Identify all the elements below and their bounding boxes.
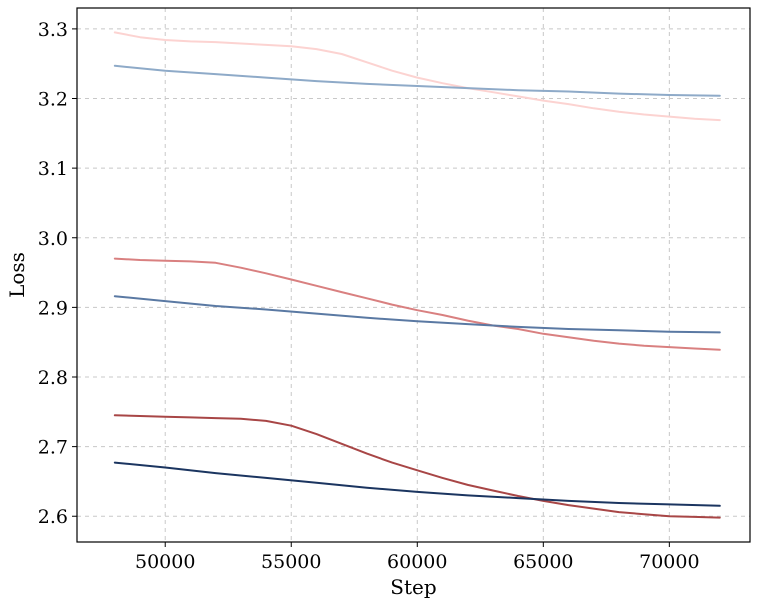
series-line-4	[113, 295, 721, 334]
y-tick-label: 2.7	[38, 437, 68, 459]
series-line-5	[113, 414, 721, 519]
x-tick-label: 55000	[261, 551, 321, 573]
y-tick-label: 2.8	[38, 367, 68, 389]
y-axis-label: Loss	[5, 252, 29, 298]
x-tick-label: 70000	[639, 551, 699, 573]
series-layer	[113, 31, 721, 519]
y-tick-label: 2.6	[38, 506, 68, 528]
y-tick-label: 3.0	[38, 228, 68, 250]
y-tick-label: 2.9	[38, 297, 68, 319]
x-tick-label: 50000	[135, 551, 195, 573]
y-axis-ticks: 2.6 2.7 2.8 2.9 3.0 3.1 3.2 3.3	[38, 19, 77, 528]
x-tick-label: 65000	[513, 551, 573, 573]
series-line-1	[113, 31, 721, 122]
y-tick-label: 3.3	[38, 19, 68, 41]
series-line-2	[113, 64, 721, 97]
x-tick-label: 60000	[387, 551, 447, 573]
x-axis-ticks: 50000 55000 60000 65000 70000	[135, 542, 700, 573]
plot-frame	[76, 7, 751, 543]
grid-lines	[77, 8, 750, 542]
x-axis-label: Step	[390, 575, 436, 599]
y-tick-label: 3.1	[38, 158, 68, 180]
series-line-3	[113, 257, 721, 351]
y-tick-label: 3.2	[38, 89, 68, 111]
series-line-6	[113, 461, 721, 507]
